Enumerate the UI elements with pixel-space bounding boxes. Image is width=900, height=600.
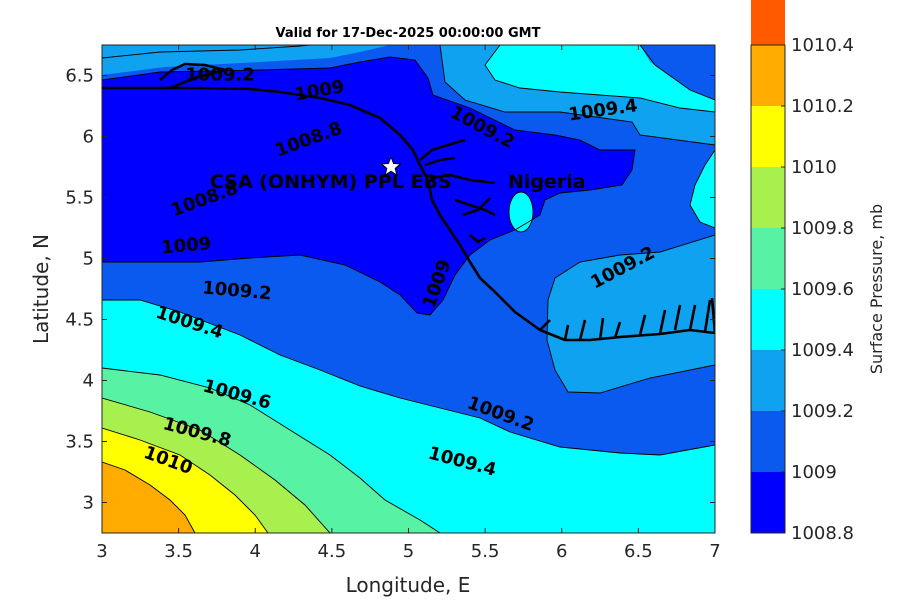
colorbar-label: Surface Pressure, mb xyxy=(867,204,886,374)
colorbar-segment xyxy=(751,289,785,350)
y-tick-label: 5.5 xyxy=(65,188,94,209)
contour-label: 1009 xyxy=(160,233,212,258)
lake-patch xyxy=(509,192,533,232)
y-tick-label: 4 xyxy=(83,371,94,392)
x-axis-label: Longitude, E xyxy=(346,573,471,597)
x-tick-label: 5.5 xyxy=(471,541,500,562)
site-label: CSA (ONHYM) PPL EBS xyxy=(210,171,452,193)
x-tick-label: 7 xyxy=(709,541,720,562)
band-1009-4-e xyxy=(690,150,715,228)
colorbar-segment xyxy=(751,0,785,45)
band-1009-2-n xyxy=(102,45,390,75)
y-tick-label: 3 xyxy=(83,493,94,514)
country-label: Nigeria xyxy=(508,171,586,193)
y-axis: 3 3.5 4 4.5 5 5.5 6 6.5 xyxy=(65,66,715,514)
colorbar-tick-label: 1010 xyxy=(791,157,837,178)
star-marker xyxy=(380,155,402,177)
x-tick-label: 6 xyxy=(556,541,567,562)
y-axis-label: Latitude, N xyxy=(29,234,53,344)
x-tick-label: 6.5 xyxy=(624,541,653,562)
x-axis: 3 3.5 4 4.5 5 5.5 6 6.5 7 xyxy=(96,45,721,562)
colorbar-segment xyxy=(751,472,785,533)
y-tick-label: 3.5 xyxy=(65,432,94,453)
colorbar-segment xyxy=(751,106,785,167)
band-1009-2-ne xyxy=(640,45,715,100)
band-1008-8 xyxy=(102,57,635,315)
band-1010-2 xyxy=(102,462,195,533)
coastline xyxy=(102,62,715,342)
colorbar: 1008.8 1009 1009.2 1009.4 1009.6 1009.8 1010 10… xyxy=(750,0,854,544)
y-tick-label: 6 xyxy=(83,127,94,148)
plot-area: 1009.210091009.41009.21008.81008.8100910… xyxy=(102,45,715,533)
colorbar-tick-label: 1009.4 xyxy=(791,340,854,361)
x-tick-label: 4 xyxy=(250,541,261,562)
colorbar-tick-label: 1009 xyxy=(791,462,837,483)
band-1009-4-ne xyxy=(485,45,715,112)
x-tick-label: 3 xyxy=(96,541,107,562)
colorbar-tick-label: 1010.2 xyxy=(791,96,854,117)
colorbar-segment xyxy=(751,411,785,472)
contour-label: 1009.2 xyxy=(185,65,254,86)
x-tick-label: 3.5 xyxy=(164,541,193,562)
contour-lines xyxy=(102,45,715,533)
colorbar-tick-label: 1009.2 xyxy=(791,401,854,422)
chart-title: Valid for 17-Dec-2025 00:00:00 GMT xyxy=(276,26,541,41)
colorbar-tick-label: 1009.6 xyxy=(791,279,854,300)
colorbar-tick-label: 1010.4 xyxy=(791,35,854,56)
x-tick-label: 4.5 xyxy=(318,541,347,562)
colorbar-segment xyxy=(751,350,785,411)
x-tick-label: 5 xyxy=(403,541,414,562)
colorbar-tick-label: 1009.8 xyxy=(791,218,854,239)
y-tick-label: 6.5 xyxy=(65,66,94,87)
colorbar-segment xyxy=(751,45,785,106)
colorbar-tick-label: 1008.8 xyxy=(791,523,854,544)
y-tick-label: 4.5 xyxy=(65,310,94,331)
y-tick-label: 5 xyxy=(83,249,94,270)
colorbar-segment xyxy=(751,167,785,228)
colorbar-segment xyxy=(751,228,785,289)
